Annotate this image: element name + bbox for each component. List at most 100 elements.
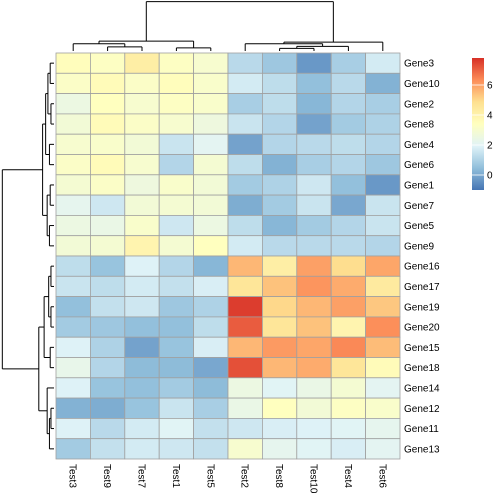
row-label: Gene7	[404, 201, 434, 212]
heatmap-cell	[124, 336, 160, 358]
heatmap-cell	[124, 275, 160, 297]
row-label: Gene5	[404, 221, 434, 232]
heatmap-cell	[193, 174, 229, 196]
heatmap-cell	[227, 275, 263, 297]
heatmap-cell	[55, 235, 91, 257]
heatmap-cell	[55, 113, 91, 135]
heatmap-cell	[55, 93, 91, 115]
heatmap-cell	[296, 296, 332, 318]
heatmap-cell	[90, 397, 126, 419]
heatmap-cells	[55, 52, 401, 460]
heatmap-cell	[330, 336, 367, 358]
heatmap-cell	[124, 154, 160, 176]
heatmap-cell	[261, 93, 298, 115]
heatmap-cell	[227, 133, 263, 155]
heatmap-cell	[90, 438, 126, 460]
heatmap-cell	[158, 336, 194, 358]
heatmap-cell	[296, 336, 332, 358]
row-labels: Gene3 Gene10 Gene2 Gene8 Gene4 Gene6 Gene1 Gene…	[404, 59, 440, 456]
heatmap-cell	[158, 438, 194, 460]
heatmap-cell	[296, 417, 332, 440]
heatmap-cell	[158, 214, 194, 237]
heatmap-cell	[261, 113, 298, 135]
heatmap-cell	[158, 235, 194, 257]
heatmap-cell	[124, 174, 160, 196]
heatmap-cell	[296, 235, 332, 257]
column-label: Test2	[239, 464, 250, 488]
heatmap-cell	[193, 275, 229, 297]
heatmap-cell	[193, 357, 229, 379]
heatmap-cell	[55, 174, 91, 196]
heatmap-cell	[55, 296, 91, 318]
heatmap-cell	[365, 93, 401, 115]
heatmap-cell	[193, 438, 229, 460]
heatmap-cell	[158, 275, 194, 297]
heatmap-cell	[124, 133, 160, 155]
heatmap-cell	[330, 194, 367, 216]
heatmap-cell	[261, 72, 298, 95]
legend-tick-label: 2	[487, 141, 493, 152]
heatmap-cell	[365, 357, 401, 379]
heatmap-cell	[261, 417, 298, 440]
heatmap-cell	[124, 235, 160, 257]
column-label: Test8	[273, 464, 284, 488]
row-label: Gene2	[404, 99, 434, 110]
heatmap-cell	[261, 154, 298, 176]
heatmap-cell	[124, 113, 160, 135]
heatmap-cell	[296, 133, 332, 155]
heatmap-cell	[124, 194, 160, 216]
heatmap-cell	[90, 357, 126, 379]
heatmap-cell	[365, 174, 401, 196]
heatmap-cell	[124, 72, 160, 95]
heatmap-cell	[90, 296, 126, 318]
heatmap-cell	[90, 235, 126, 257]
heatmap-cell	[365, 154, 401, 176]
heatmap-cell	[261, 397, 298, 419]
heatmap-cell	[330, 357, 367, 379]
heatmap-cell	[124, 357, 160, 379]
heatmap-cell	[158, 296, 194, 318]
heatmap-cell	[124, 93, 160, 115]
heatmap-cell	[90, 133, 126, 155]
row-label: Gene16	[404, 262, 440, 273]
heatmap-cell	[330, 154, 367, 176]
heatmap-cell	[90, 316, 126, 338]
heatmap-cell	[261, 52, 298, 74]
heatmap-cell	[261, 357, 298, 379]
row-label: Gene20	[404, 323, 440, 334]
heatmap-cell	[330, 214, 367, 237]
heatmap-cell	[330, 174, 367, 196]
heatmap-cell	[158, 72, 194, 95]
heatmap-cell	[124, 377, 160, 399]
heatmap-cell	[124, 438, 160, 460]
column-label: Test6	[376, 464, 387, 488]
heatmap-cell	[330, 52, 367, 74]
heatmap-cell	[365, 316, 401, 338]
heatmap-cell	[90, 275, 126, 297]
heatmap-cell	[330, 72, 367, 95]
heatmap-cell	[365, 194, 401, 216]
heatmap-cell	[193, 154, 229, 176]
heatmap-cell	[365, 214, 401, 237]
heatmap-cell	[227, 113, 263, 135]
heatmap-cell	[124, 52, 160, 74]
row-label: Gene10	[404, 79, 440, 90]
heatmap-cell	[90, 52, 126, 74]
heatmap-cell	[227, 377, 263, 399]
heatmap-cell	[90, 194, 126, 216]
heatmap-cell	[193, 52, 229, 74]
heatmap-cell	[158, 93, 194, 115]
heatmap-cell	[365, 438, 401, 460]
heatmap-cell	[261, 133, 298, 155]
row-dendrogram	[1, 62, 54, 450]
heatmap-cell	[124, 417, 160, 440]
heatmap-cell	[296, 113, 332, 135]
heatmap-cell	[55, 377, 91, 399]
heatmap-cell	[227, 316, 263, 338]
heatmap-cell	[193, 235, 229, 257]
heatmap-cell	[365, 275, 401, 297]
heatmap-cell	[296, 438, 332, 460]
heatmap-cell	[261, 214, 298, 237]
row-label: Gene11	[404, 424, 439, 435]
heatmap-cell	[158, 255, 194, 277]
